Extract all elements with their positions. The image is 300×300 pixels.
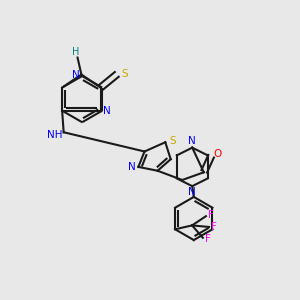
Text: F: F: [211, 222, 217, 232]
Text: N: N: [128, 162, 136, 172]
Text: O: O: [214, 149, 222, 159]
Text: F: F: [208, 210, 214, 220]
Text: F: F: [205, 234, 210, 244]
Text: NH: NH: [47, 130, 62, 140]
Text: S: S: [121, 69, 128, 79]
Text: H: H: [71, 47, 79, 57]
Text: S: S: [169, 136, 175, 146]
Text: N: N: [103, 106, 111, 116]
Text: N: N: [72, 70, 80, 80]
Text: N: N: [188, 187, 196, 197]
Text: N: N: [188, 136, 196, 146]
